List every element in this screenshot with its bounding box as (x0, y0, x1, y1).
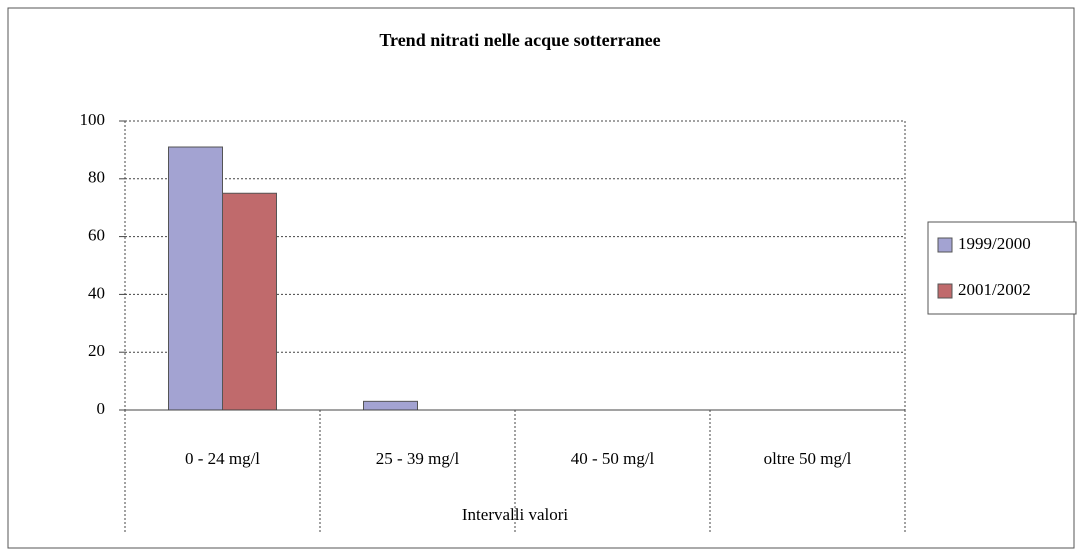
x-tick-label: 25 - 39 mg/l (376, 449, 460, 468)
x-tick-label: 0 - 24 mg/l (185, 449, 260, 468)
legend-label: 1999/2000 (958, 234, 1031, 253)
bar (363, 400, 418, 411)
legend-swatch (937, 283, 953, 299)
y-tick-label: 80 (88, 168, 105, 187)
legend-swatch (937, 237, 953, 253)
y-tick-label: 60 (88, 226, 105, 245)
y-tick-label: 20 (88, 341, 105, 360)
chart-frame (7, 7, 1075, 549)
bar (168, 146, 223, 411)
y-tick-label: 100 (80, 110, 106, 129)
legend-label: 2001/2002 (958, 280, 1031, 299)
bar (222, 192, 277, 411)
y-tick-label: 40 (88, 283, 105, 302)
x-tick-label: 40 - 50 mg/l (571, 449, 655, 468)
y-tick-label: 0 (97, 399, 106, 418)
legend-box (927, 221, 1077, 315)
x-tick-label: oltre 50 mg/l (764, 449, 852, 468)
chart-title: Trend nitrati nelle acque sotterranee (379, 30, 660, 50)
